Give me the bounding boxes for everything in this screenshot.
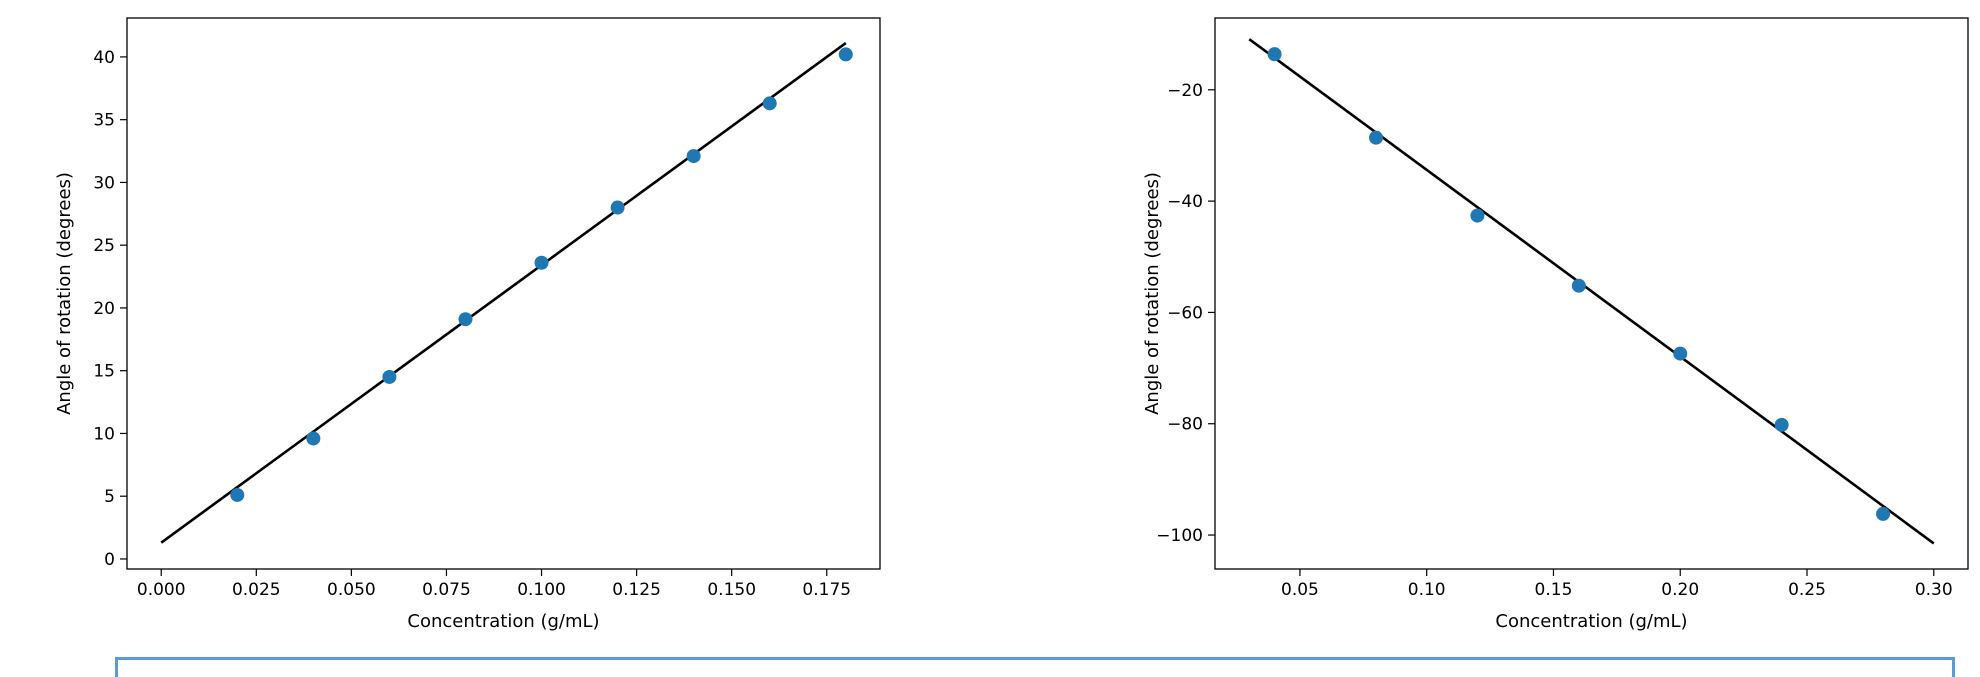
y-tick-label: 0	[104, 550, 115, 570]
figure-background	[0, 0, 1980, 663]
fit-line	[160, 42, 847, 544]
y-tick-label: 25	[93, 236, 115, 256]
data-point	[534, 255, 549, 270]
x-tick-label: 0.10	[1408, 580, 1446, 600]
y-tick-label: −80	[1167, 415, 1203, 435]
data-point	[458, 312, 473, 327]
data-point	[1470, 208, 1485, 223]
y-tick-label: −60	[1167, 303, 1203, 323]
y-tick-label: −100	[1156, 526, 1203, 546]
x-tick-label: 0.25	[1788, 580, 1826, 600]
data-point	[1774, 417, 1789, 432]
y-tick-label: −40	[1167, 192, 1203, 212]
caption-box-border	[115, 657, 1955, 677]
x-tick-label: 0.15	[1535, 580, 1573, 600]
x-tick-label: 0.075	[422, 580, 471, 600]
x-tick-label: 0.050	[327, 580, 376, 600]
x-tick-label: 0.125	[612, 580, 661, 600]
data-point	[306, 431, 321, 446]
x-axis-label: Concentration (g/mL)	[1495, 611, 1687, 632]
y-tick-label: 10	[93, 424, 115, 444]
x-tick-label: 0.05	[1281, 580, 1319, 600]
y-axis-label: Angle of rotation (degrees)	[1142, 172, 1163, 415]
chart-left: 0.000 0.025 0.050 0.075 0.100 0.125 0.150 0.175…	[54, 17, 881, 632]
data-point	[1673, 346, 1688, 361]
data-point	[1571, 278, 1586, 293]
data-point	[1876, 506, 1891, 521]
y-tick-label: 15	[93, 362, 115, 382]
data-point	[230, 487, 245, 502]
x-axis-label: Concentration (g/mL)	[407, 611, 599, 632]
x-tick-label: 0.175	[802, 580, 851, 600]
y-tick-label: 35	[93, 111, 115, 131]
data-point	[1267, 47, 1282, 62]
data-point	[382, 369, 397, 384]
y-tick-label: 5	[104, 487, 115, 507]
data-point	[1368, 130, 1383, 145]
data-point	[686, 149, 701, 164]
data-point	[762, 96, 777, 111]
y-tick-label: 40	[93, 48, 115, 68]
y-tick-label: 30	[93, 173, 115, 193]
figure: 0.000 0.025 0.050 0.075 0.100 0.125 0.150 0.175…	[0, 0, 1980, 663]
data-point	[610, 200, 625, 215]
axes-frame	[126, 17, 881, 570]
x-tick-label: 0.150	[707, 580, 756, 600]
x-tick-label: 0.30	[1915, 580, 1953, 600]
fit-line	[1248, 38, 1935, 545]
x-tick-label: 0.025	[232, 580, 281, 600]
axes-frame	[1214, 17, 1969, 570]
chart-right: 0.05 0.10 0.15 0.20 0.25 0.30 −20 −40 −60 −80 −100…	[1142, 17, 1969, 632]
x-tick-label: 0.000	[137, 580, 186, 600]
y-tick-label: 20	[93, 299, 115, 319]
y-axis-label: Angle of rotation (degrees)	[54, 172, 75, 415]
y-tick-label: −20	[1167, 81, 1203, 101]
data-point	[838, 47, 853, 62]
x-tick-label: 0.20	[1661, 580, 1699, 600]
x-tick-label: 0.100	[517, 580, 566, 600]
